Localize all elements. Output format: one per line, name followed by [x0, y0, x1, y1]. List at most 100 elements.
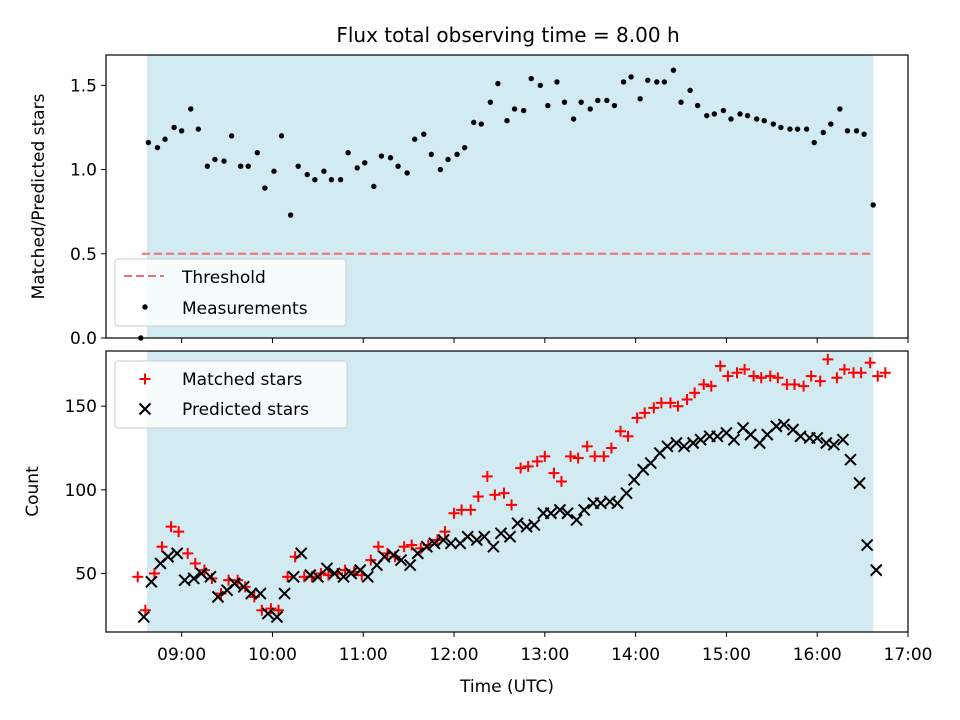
predicted-star-mark: [577, 503, 591, 517]
measurement-point: [778, 124, 784, 131]
predicted-star-mark: [820, 436, 833, 450]
predicted-star-mark: [603, 495, 617, 508]
measurement-point: [661, 79, 668, 85]
predicted-star-mark: [520, 520, 533, 533]
y-axis-ticks: 0.0 0.5 1.0 1.5: [70, 76, 106, 349]
measurement-point: [853, 128, 860, 134]
predicted-stars-points: [137, 418, 883, 624]
x-tick-label: 17:00: [884, 645, 933, 665]
predicted-star-mark: [744, 428, 757, 441]
y-axis-label: Count: [23, 466, 43, 517]
predicted-star-mark: [344, 567, 358, 580]
predicted-star-mark: [686, 436, 700, 450]
measurement-point: [345, 150, 351, 156]
predicted-star-mark: [320, 562, 334, 575]
measurement-point: [720, 107, 727, 114]
chart-title: Flux total observing time = 8.00 h: [336, 23, 679, 47]
measurement-point: [445, 156, 451, 163]
measurement-point: [828, 121, 834, 127]
y-tick-label: 100: [65, 481, 97, 501]
predicted-star-mark: [178, 573, 191, 587]
predicted-star-mark: [294, 547, 308, 560]
measurement-point: [611, 102, 618, 109]
ratio-panel: 0.0 0.5 1.0 1.5 Matched/Predicted stars Thr…: [29, 54, 909, 349]
predicted-star-mark: [553, 503, 567, 517]
predicted-star-mark: [853, 476, 866, 490]
measurement-point: [328, 176, 335, 183]
predicted-star-mark: [786, 423, 800, 436]
measurement-point: [770, 121, 777, 127]
predicted-star-mark: [461, 530, 474, 543]
legend-measurements-swatch: [142, 304, 148, 310]
predicted-star-mark: [137, 610, 151, 624]
predicted-star-mark: [661, 440, 674, 453]
measurement-point: [495, 80, 501, 87]
measurement-point: [861, 131, 867, 137]
measurement-point: [421, 131, 427, 137]
measurement-point: [844, 128, 851, 134]
predicted-star-mark: [337, 570, 350, 584]
measurement-point: [744, 112, 751, 119]
measurement-point: [794, 126, 801, 132]
measurement-point: [753, 116, 760, 122]
x-tick-label: 12:00: [430, 645, 479, 665]
predicted-star-mark: [561, 507, 574, 520]
predicted-star-mark: [570, 513, 583, 527]
measurement-point: [645, 77, 651, 83]
predicted-star-mark: [528, 518, 541, 532]
measurement-point: [178, 128, 185, 134]
predicted-star-mark: [736, 421, 750, 435]
predicted-star-mark: [494, 527, 508, 540]
predicted-star-mark: [270, 610, 284, 624]
measurement-point: [471, 119, 477, 126]
measurement-point: [271, 168, 277, 174]
predicted-star-mark: [387, 548, 400, 562]
measurement-point: [145, 139, 152, 146]
predicted-star-mark: [694, 433, 707, 446]
predicted-star-mark: [161, 550, 175, 563]
legend-matched-swatch: [139, 373, 151, 385]
y-tick-label: 150: [65, 397, 97, 417]
x-tick-label: 13:00: [520, 645, 569, 665]
measurement-point: [803, 126, 810, 132]
measurement-point: [195, 126, 202, 132]
predicted-star-mark: [777, 418, 791, 431]
measurement-point: [478, 121, 484, 127]
measurement-point: [537, 82, 543, 89]
predicted-star-mark: [627, 473, 641, 486]
measurement-point: [870, 202, 876, 208]
predicted-star-mark: [470, 533, 483, 547]
predicted-star-mark: [378, 550, 391, 563]
measurement-point: [204, 163, 211, 169]
predicted-star-mark: [287, 570, 300, 584]
measurement-point: [295, 163, 301, 169]
predicted-star-mark: [187, 572, 200, 585]
predicted-star-mark: [411, 547, 424, 560]
measurement-point: [504, 117, 510, 124]
predicted-star-mark: [328, 567, 341, 580]
predicted-star-mark: [428, 537, 441, 550]
x-tick-label: 11:00: [339, 645, 388, 665]
measurement-point: [454, 151, 460, 158]
x-axis-ticks: [181, 338, 909, 343]
predicted-star-mark: [444, 537, 458, 550]
measurement-point: [761, 117, 767, 124]
measurement-point: [321, 168, 327, 174]
measurement-point: [528, 75, 534, 82]
x-tick-label: 10:00: [248, 645, 297, 665]
measurement-point: [694, 102, 701, 109]
legend-box: [114, 360, 348, 429]
measurement-point: [511, 106, 518, 112]
measurement-point: [578, 99, 584, 105]
x-tick-label: 14:00: [611, 645, 660, 665]
predicted-star-mark: [237, 580, 250, 594]
predicted-star-mark: [644, 456, 657, 470]
predicted-star-mark: [261, 607, 275, 620]
measurement-point: [637, 96, 643, 102]
predicted-star-mark: [827, 438, 841, 451]
predicted-star-mark: [711, 430, 724, 443]
predicted-star-mark: [228, 577, 241, 590]
y-tick-label: 1.0: [70, 161, 97, 181]
x-tick-label: 09:00: [157, 645, 206, 665]
